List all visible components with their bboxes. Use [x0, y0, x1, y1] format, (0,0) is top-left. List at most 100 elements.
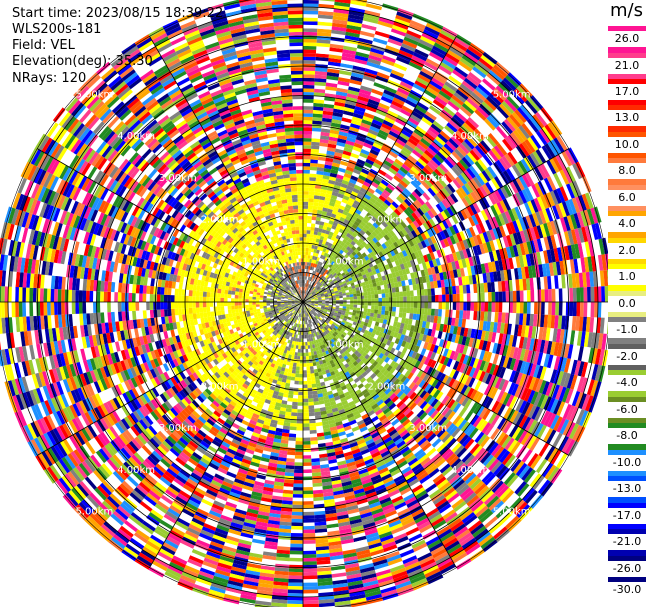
velocity-cell: [376, 197, 384, 205]
velocity-cell: [406, 29, 422, 39]
velocity-cell: [347, 263, 353, 268]
velocity-cell: [386, 183, 396, 191]
velocity-cell: [348, 288, 353, 293]
velocity-cell: [351, 223, 358, 230]
velocity-cell: [493, 64, 508, 78]
velocity-cell: [382, 227, 390, 235]
velocity-cell: [425, 86, 439, 97]
velocity-cell: [377, 169, 387, 177]
velocity-cell: [337, 138, 347, 144]
velocity-cell: [479, 81, 494, 94]
velocity-cell: [305, 247, 309, 252]
velocity-cell: [398, 312, 403, 318]
velocity-cell: [303, 230, 307, 234]
velocity-cell: [576, 211, 585, 228]
velocity-cell: [315, 238, 320, 243]
velocity-cell: [517, 107, 530, 121]
velocity-cell: [499, 200, 508, 213]
velocity-cell: [381, 289, 386, 294]
velocity-cell: [370, 181, 379, 189]
velocity-cell: [482, 242, 489, 254]
velocity-cell: [317, 287, 322, 291]
velocity-cell: [320, 188, 327, 194]
velocity-cell: [342, 49, 357, 55]
velocity-cell: [472, 202, 481, 214]
velocity-cell: [401, 77, 415, 87]
velocity-cell: [407, 231, 415, 240]
velocity-cell: [419, 205, 428, 214]
velocity-cell: [447, 183, 456, 194]
velocity-cell: [287, 586, 303, 590]
velocity-cell: [308, 191, 315, 196]
velocity-cell: [459, 240, 466, 251]
velocity-cell: [547, 141, 559, 157]
velocity-cell: [314, 372, 319, 377]
velocity-cell: [498, 82, 512, 96]
velocity-cell: [403, 274, 408, 281]
velocity-cell: [306, 295, 309, 299]
velocity-cell: [340, 286, 345, 290]
velocity-cell: [304, 293, 306, 298]
velocity-cell: [349, 306, 354, 310]
velocity-cell: [303, 166, 311, 170]
velocity-cell: [316, 42, 331, 48]
velocity-cell: [478, 57, 494, 70]
velocity-cell: [332, 22, 347, 29]
velocity-cell: [385, 113, 397, 122]
velocity-cell: [509, 181, 519, 194]
velocity-cell: [510, 131, 522, 146]
velocity-cell: [400, 190, 409, 199]
velocity-cell: [328, 57, 342, 64]
velocity-cell: [323, 236, 328, 242]
velocity-cell: [432, 74, 447, 85]
velocity-cell: [409, 259, 416, 267]
velocity-cell: [347, 133, 357, 140]
velocity-cell: [344, 169, 353, 176]
velocity-cell: [376, 285, 382, 291]
velocity-cell: [455, 285, 460, 294]
velocity-cell: [381, 249, 387, 256]
velocity-cell: [290, 543, 303, 548]
velocity-cell: [384, 288, 389, 294]
velocity-cell: [378, 302, 383, 307]
velocity-cell: [303, 201, 309, 206]
velocity-cell: [371, 302, 375, 306]
velocity-cell: [342, 297, 347, 300]
velocity-cell: [291, 408, 298, 413]
velocity-cell: [339, 216, 346, 223]
velocity-cell: [364, 269, 369, 275]
velocity-cell: [323, 252, 328, 257]
velocity-cell: [521, 141, 533, 155]
velocity-cell: [374, 175, 383, 183]
velocity-cell: [458, 406, 468, 418]
velocity-cell: [303, 297, 304, 301]
velocity-cell: [506, 116, 519, 130]
velocity-cell: [395, 253, 402, 260]
velocity-cell: [349, 178, 357, 185]
velocity-cell: [420, 240, 427, 249]
velocity-cell: [323, 292, 328, 296]
velocity-cell: [358, 129, 369, 136]
velocity-cell: [322, 110, 334, 116]
velocity-cell: [484, 168, 494, 180]
velocity-cell: [464, 138, 475, 150]
velocity-cell: [352, 278, 357, 283]
velocity-cell: [410, 296, 414, 302]
velocity-cell: [501, 155, 512, 169]
velocity-cell: [431, 171, 441, 181]
velocity-cell: [315, 220, 321, 225]
velocity-cell: [323, 107, 334, 112]
velocity-cell: [482, 183, 491, 196]
velocity-cell: [484, 118, 496, 131]
velocity-cell: [456, 242, 463, 252]
velocity-cell: [394, 259, 400, 267]
velocity-cell: [459, 231, 466, 241]
velocity-cell: [396, 56, 410, 65]
velocity-cell: [442, 302, 446, 310]
velocity-cell: [303, 74, 315, 79]
velocity-cell: [342, 282, 348, 287]
velocity-cell: [363, 206, 371, 213]
velocity-cell: [308, 293, 312, 297]
velocity-cell: [474, 63, 489, 76]
velocity-cell: [307, 384, 312, 388]
